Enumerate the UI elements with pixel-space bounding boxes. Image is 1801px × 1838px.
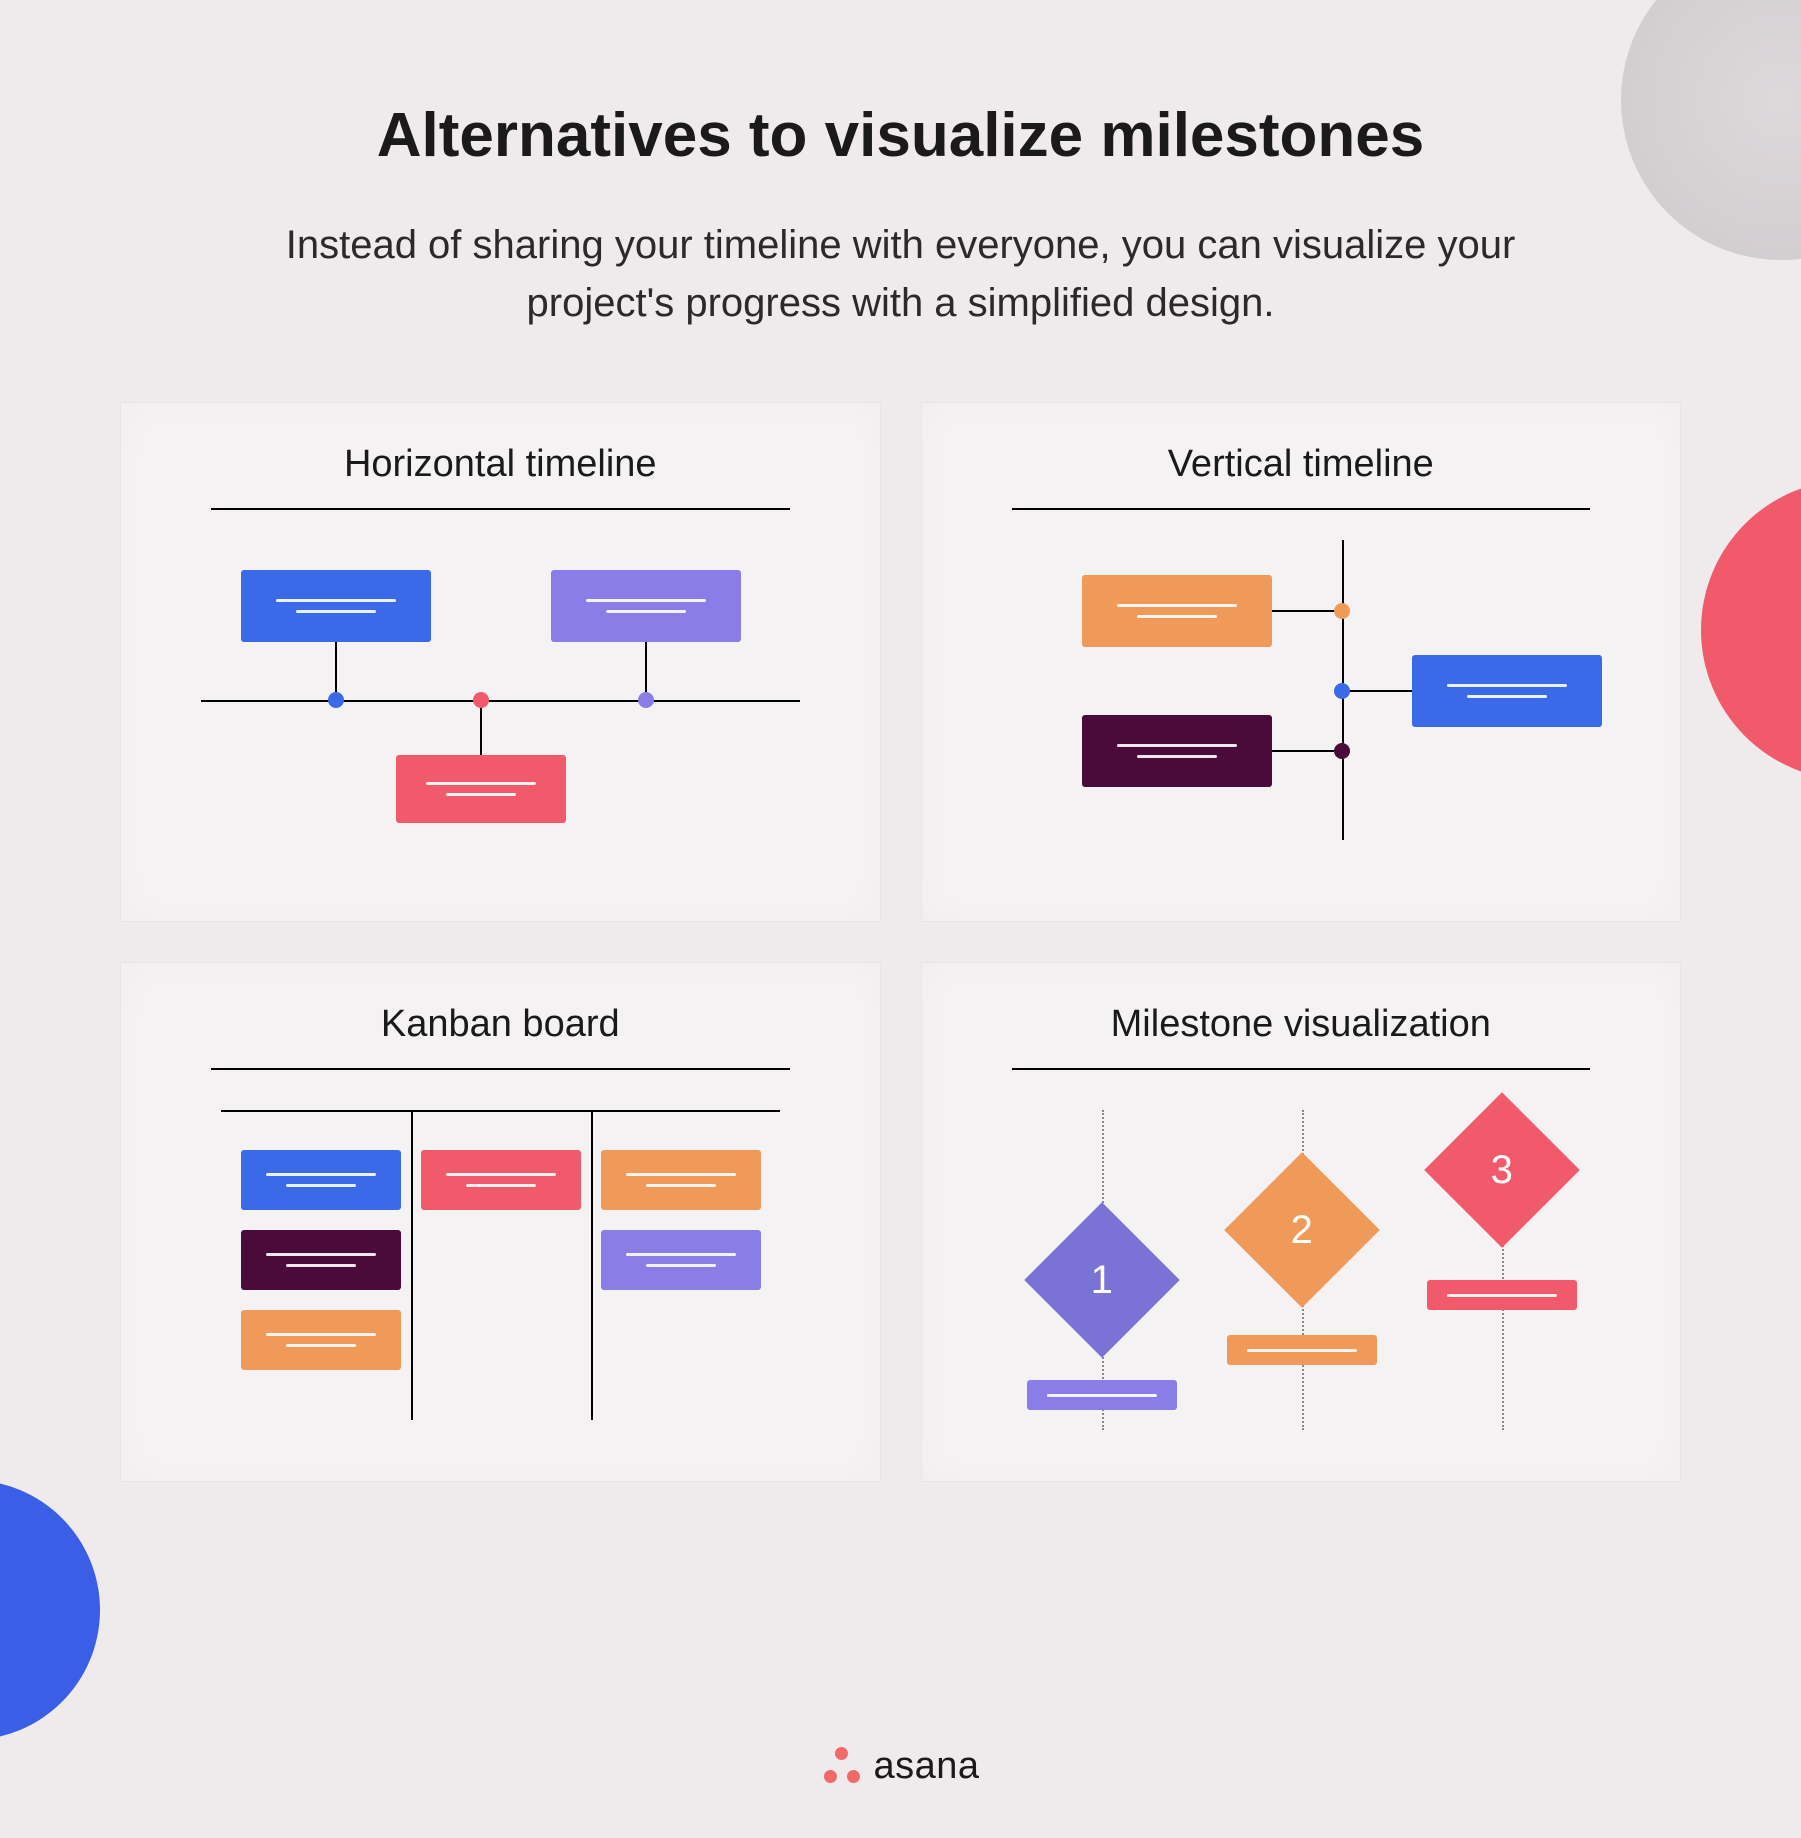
- milestone-diamond: 2: [1224, 1152, 1380, 1308]
- timeline-card: [241, 1310, 401, 1370]
- connector-line: [480, 700, 482, 755]
- axis-dot: [473, 692, 489, 708]
- brand-logo: asana: [821, 1745, 979, 1788]
- panel-rule: [1012, 508, 1591, 510]
- milestone-diamond: 1: [1024, 1202, 1180, 1358]
- milestone-bar: [1227, 1335, 1377, 1365]
- timeline-card: [421, 1150, 581, 1210]
- timeline-card: [396, 755, 566, 823]
- milestone-diamond: 3: [1424, 1092, 1580, 1248]
- diagram-milestone: 1 2 3: [972, 1090, 1631, 1450]
- timeline-card: [1082, 715, 1272, 787]
- connector-line: [1342, 690, 1412, 692]
- page-subtitle: Instead of sharing your timeline with ev…: [211, 216, 1591, 332]
- panel-title: Kanban board: [171, 1003, 830, 1046]
- timeline-card: [551, 570, 741, 642]
- milestone-number: 1: [1090, 1258, 1112, 1303]
- axis-dot: [1334, 743, 1350, 759]
- timeline-card: [241, 570, 431, 642]
- decor-circle-blue: [0, 1480, 100, 1740]
- panel-vertical-timeline: Vertical timeline: [921, 402, 1682, 922]
- panel-milestone-visualization: Milestone visualization 1 2 3: [921, 962, 1682, 1482]
- timeline-card: [601, 1230, 761, 1290]
- horizontal-axis: [201, 700, 800, 702]
- panel-horizontal-timeline: Horizontal timeline: [120, 402, 881, 922]
- milestone-number: 3: [1490, 1148, 1512, 1193]
- milestone-bar: [1027, 1380, 1177, 1410]
- panel-rule: [1012, 1068, 1591, 1070]
- diagram-horizontal: [171, 530, 830, 890]
- milestone-number: 2: [1290, 1208, 1312, 1253]
- panel-rule: [211, 1068, 790, 1070]
- kanban-column-divider: [411, 1110, 413, 1420]
- diagram-kanban: [171, 1090, 830, 1450]
- timeline-card: [601, 1150, 761, 1210]
- kanban-column-divider: [591, 1110, 593, 1420]
- panel-title: Milestone visualization: [972, 1003, 1631, 1046]
- panel-title: Vertical timeline: [972, 443, 1631, 486]
- connector-line: [1272, 610, 1342, 612]
- panel-title: Horizontal timeline: [171, 443, 830, 486]
- kanban-header-rule: [221, 1110, 780, 1112]
- page-title: Alternatives to visualize milestones: [0, 0, 1801, 171]
- asana-logo-icon: [821, 1747, 861, 1787]
- axis-dot: [1334, 683, 1350, 699]
- axis-dot: [328, 692, 344, 708]
- panel-grid: Horizontal timeline Vertical timeline Ka…: [0, 332, 1801, 1482]
- decor-circle-gray: [1621, 0, 1801, 260]
- panel-rule: [211, 508, 790, 510]
- timeline-card: [1412, 655, 1602, 727]
- brand-name: asana: [873, 1745, 979, 1788]
- milestone-bar: [1427, 1280, 1577, 1310]
- panel-kanban-board: Kanban board: [120, 962, 881, 1482]
- timeline-card: [241, 1230, 401, 1290]
- axis-dot: [638, 692, 654, 708]
- axis-dot: [1334, 603, 1350, 619]
- timeline-card: [1082, 575, 1272, 647]
- diagram-vertical: [972, 530, 1631, 890]
- timeline-card: [241, 1150, 401, 1210]
- connector-line: [1272, 750, 1342, 752]
